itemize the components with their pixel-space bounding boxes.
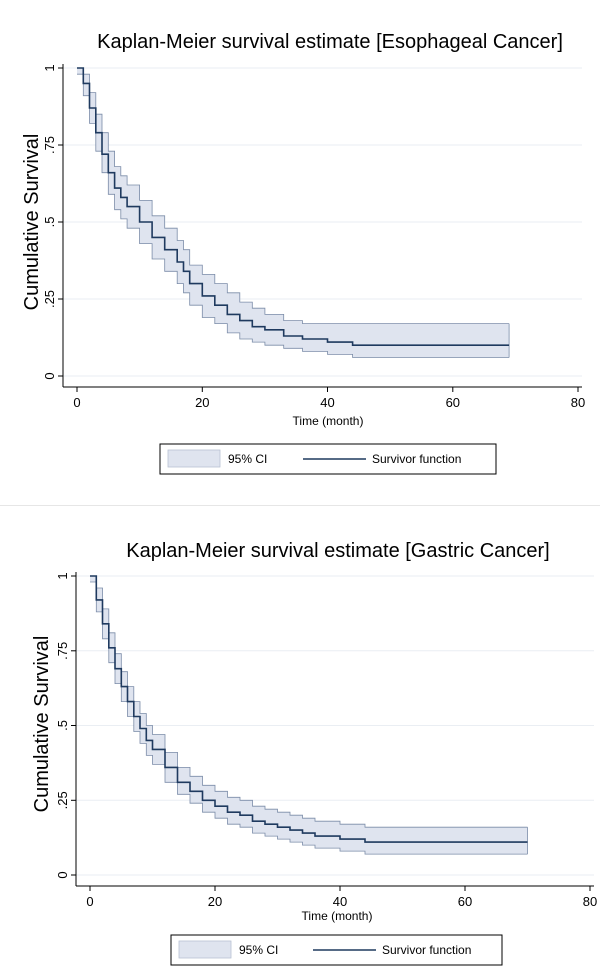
ci-upper-line <box>77 67 510 325</box>
x-tick-label: 80 <box>571 395 585 410</box>
legend-line-label: Survivor function <box>372 452 461 466</box>
y-tick-label: 0 <box>55 871 70 878</box>
legend: 95% CI Survivor function <box>159 443 497 475</box>
legend-ci-label: 95% CI <box>228 452 267 466</box>
chart-title: Kaplan-Meier survival estimate [Gastric … <box>126 540 549 562</box>
ci-band <box>90 576 528 855</box>
ci-upper-line <box>90 575 528 828</box>
x-tick-label: 40 <box>320 395 334 410</box>
chart-svg-esophageal: Kaplan-Meier survival estimate [Esophage… <box>21 31 585 475</box>
ci-lower-line <box>77 73 510 358</box>
legend-ci-swatch <box>178 940 232 959</box>
survivor-function-line <box>77 67 510 347</box>
legend-ci-swatch <box>167 449 221 468</box>
y-tick-label: .5 <box>55 720 70 731</box>
x-tick-label: 60 <box>446 395 460 410</box>
y-tick-label: .25 <box>42 290 57 308</box>
y-tick-label: .25 <box>55 791 70 809</box>
plot-area: 0 .25 .5 .75 1 0 20 40 60 80 <box>42 64 585 410</box>
x-tick-label: 80 <box>583 894 597 909</box>
x-tick-label: 20 <box>208 894 222 909</box>
x-tick-label: 40 <box>333 894 347 909</box>
legend: 95% CI Survivor function <box>170 934 503 966</box>
km-chart-gastric: Kaplan-Meier survival estimate [Gastric … <box>0 505 600 968</box>
y-axis-label: Cumulative Survival <box>21 134 43 311</box>
y-tick-label: 1 <box>55 572 70 579</box>
x-tick-label: 0 <box>73 395 80 410</box>
ci-lower-line <box>90 581 528 855</box>
y-tick-label: .75 <box>42 136 57 154</box>
km-chart-esophageal: Kaplan-Meier survival estimate [Esophage… <box>0 0 600 480</box>
survivor-function-line <box>90 575 528 843</box>
legend-line-label: Survivor function <box>382 943 471 957</box>
x-axis-label: Time (month) <box>293 414 364 428</box>
y-tick-label: .5 <box>42 217 57 228</box>
x-tick-label: 60 <box>458 894 472 909</box>
chart-svg-gastric: Kaplan-Meier survival estimate [Gastric … <box>31 540 597 966</box>
ci-band <box>77 68 510 358</box>
y-tick-label: 1 <box>42 64 57 71</box>
x-tick-label: 0 <box>86 894 93 909</box>
y-tick-label: 0 <box>42 372 57 379</box>
y-axis-label: Cumulative Survival <box>31 636 53 813</box>
legend-ci-label: 95% CI <box>239 943 278 957</box>
x-tick-label: 20 <box>195 395 209 410</box>
chart-title: Kaplan-Meier survival estimate [Esophage… <box>97 31 563 53</box>
plot-area: 0 .25 .5 .75 1 0 20 40 60 80 <box>55 572 597 909</box>
x-axis-label: Time (month) <box>302 909 373 923</box>
y-tick-label: .75 <box>55 642 70 660</box>
